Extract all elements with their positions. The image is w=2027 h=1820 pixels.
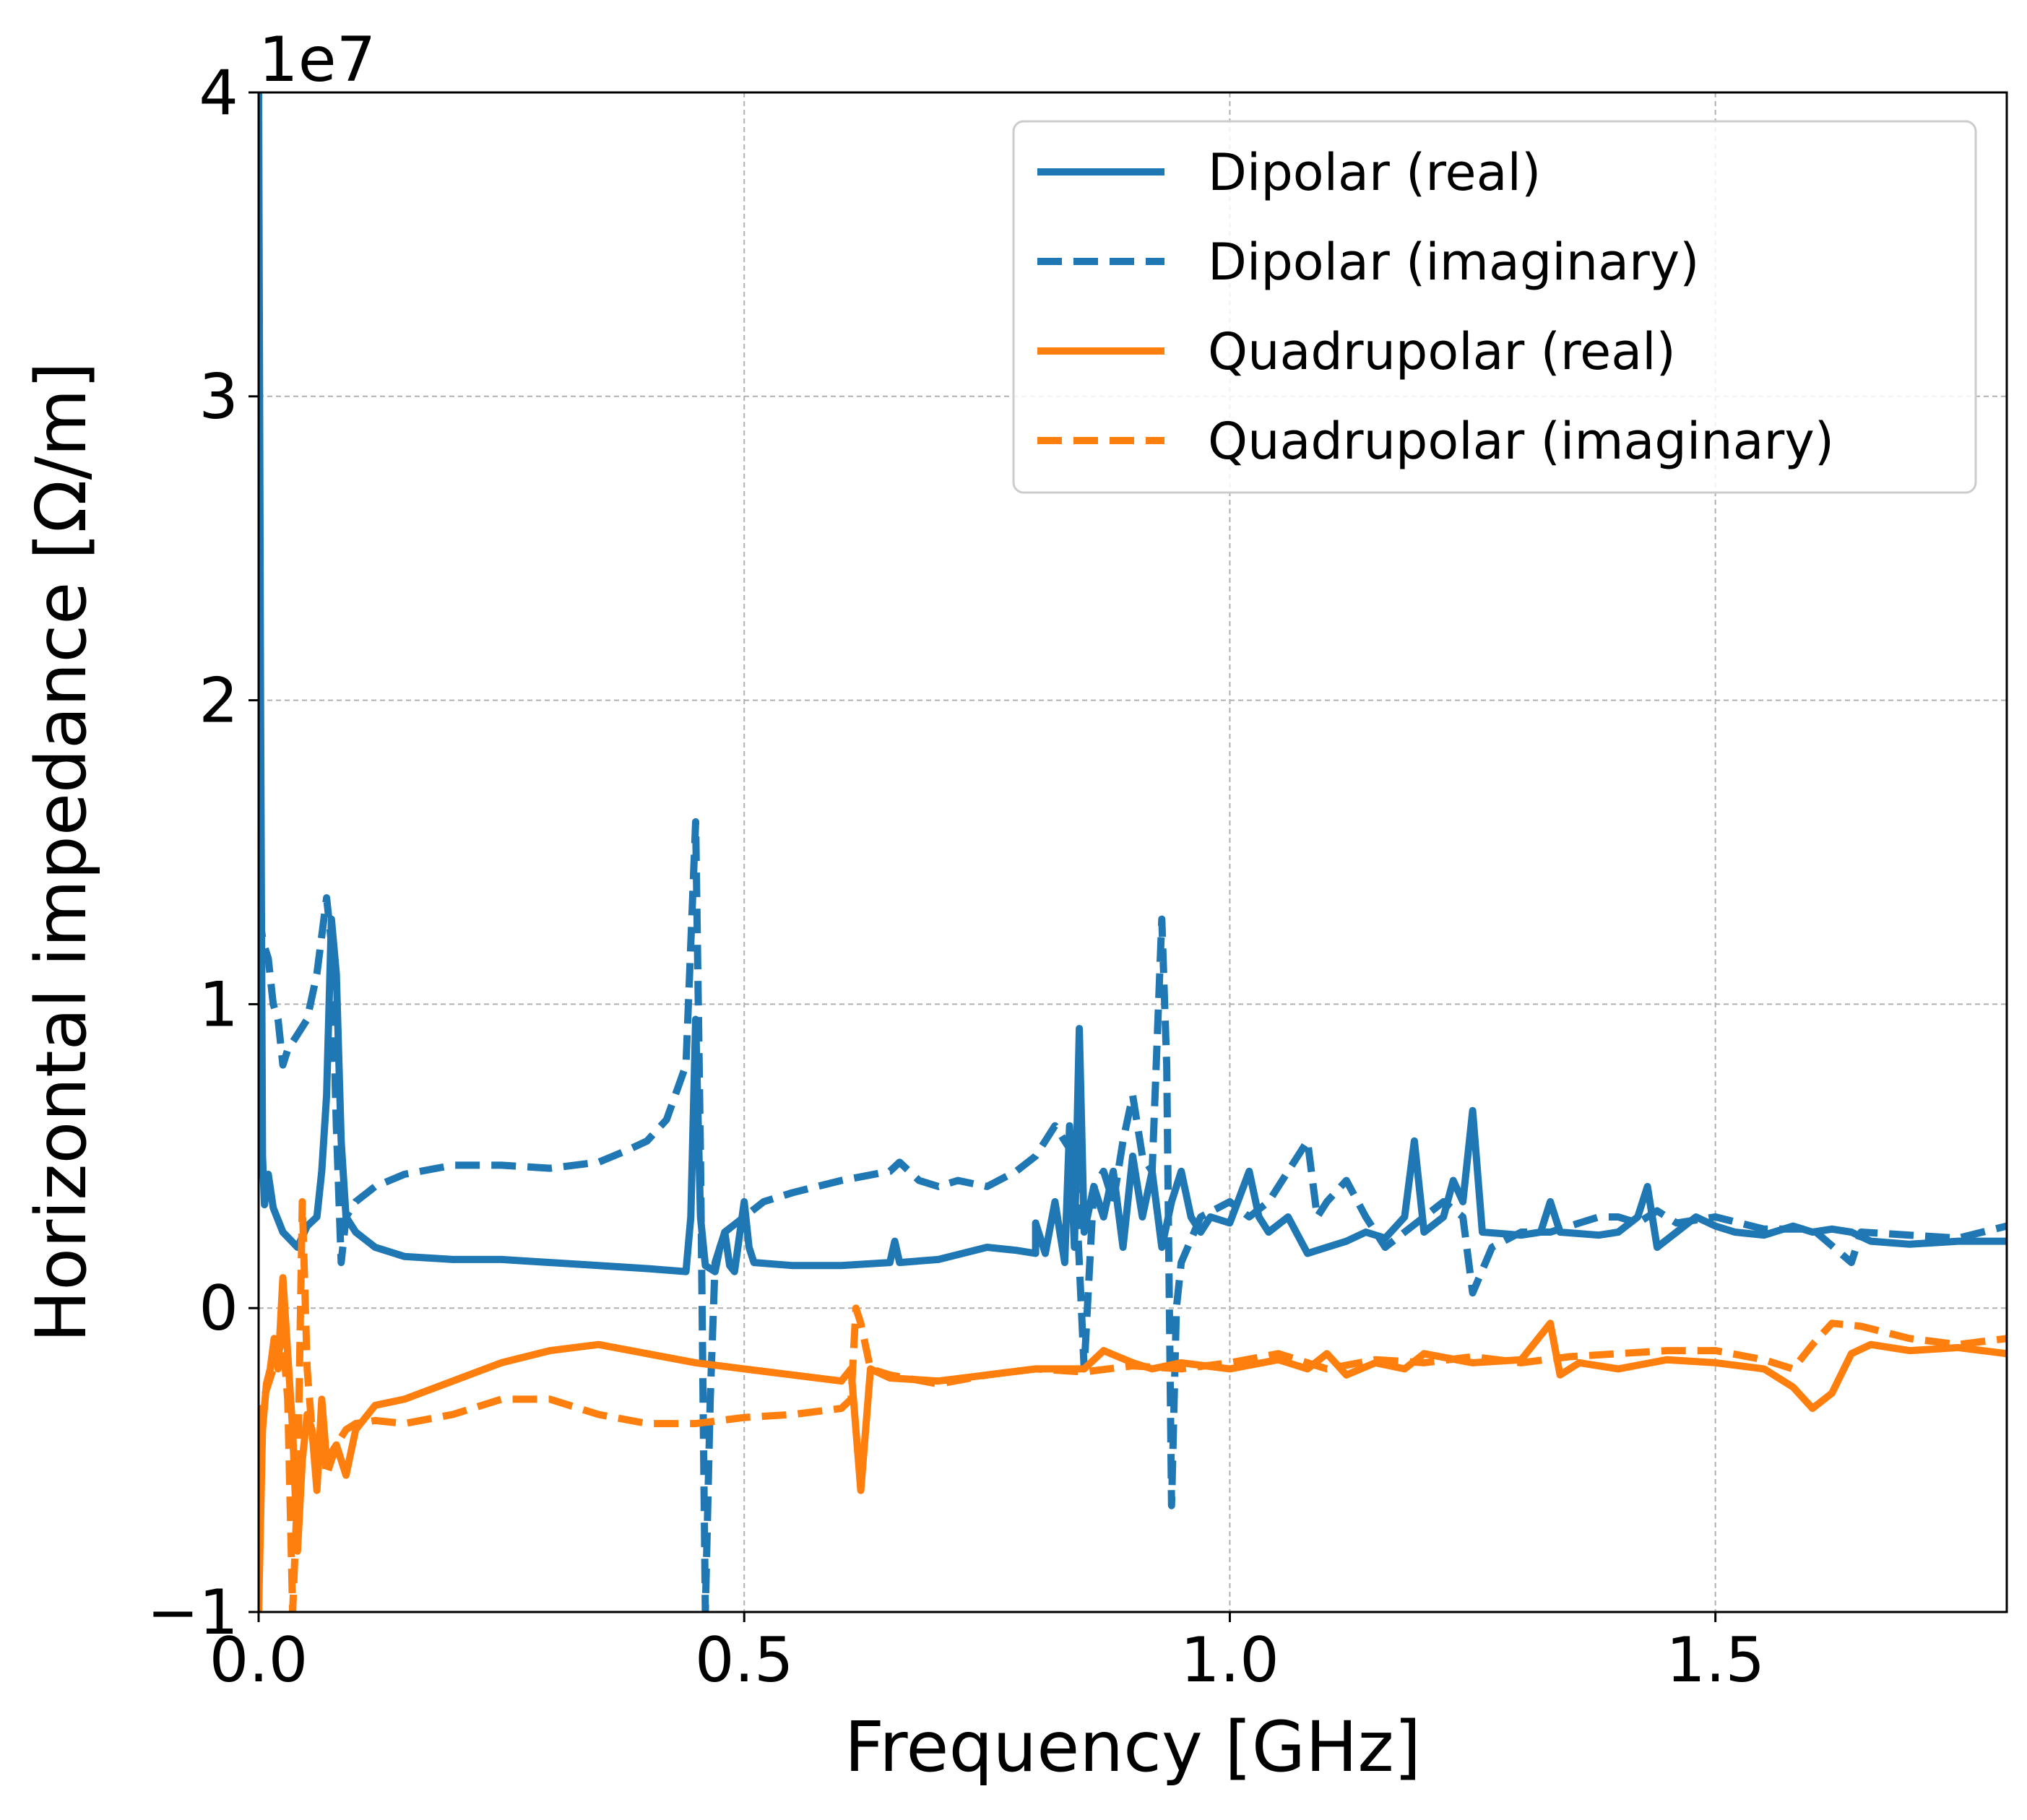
x-tick-label: 0.0 xyxy=(209,1624,308,1696)
x-tick-label: 0.5 xyxy=(695,1624,794,1696)
series-line-4 xyxy=(259,1197,2007,1612)
y-tick-label: 2 xyxy=(199,665,238,737)
x-axis-ticks: 0.0 0.5 1.0 1.5 xyxy=(209,1612,1765,1696)
legend-frame xyxy=(1012,120,1977,494)
y-tick-label: 3 xyxy=(199,361,238,433)
legend-label-1: Dipolar (real) xyxy=(1208,143,1541,202)
legend-label-4: Quadrupolar (imaginary) xyxy=(1208,412,1834,471)
series-line-2 xyxy=(259,818,2007,1612)
x-axis-label: Frequency [GHz] xyxy=(844,1707,1421,1788)
legend-label-2: Dipolar (imaginary) xyxy=(1208,233,1699,292)
plot-frame xyxy=(257,91,2008,1613)
y-offset-label: 1e7 xyxy=(259,24,376,96)
legend-label-3: Quadrupolar (real) xyxy=(1208,322,1676,381)
y-tick-label: 4 xyxy=(199,57,238,129)
x-tick-label: 1.5 xyxy=(1666,1624,1765,1696)
series-line-1 xyxy=(259,92,2007,1275)
y-tick-label: −1 xyxy=(147,1577,238,1649)
y-axis-ticks: −1 0 1 2 3 4 xyxy=(147,57,259,1649)
y-tick-label: 0 xyxy=(199,1273,238,1345)
legend: Dipolar (real) Dipolar (imaginary) Quadrup… xyxy=(1012,120,1977,494)
x-tick-label: 1.0 xyxy=(1180,1624,1279,1696)
y-axis-label: Horizontal impedance [Ω/m] xyxy=(21,362,102,1343)
y-tick-label: 1 xyxy=(199,968,238,1041)
series-group xyxy=(259,92,2007,1612)
